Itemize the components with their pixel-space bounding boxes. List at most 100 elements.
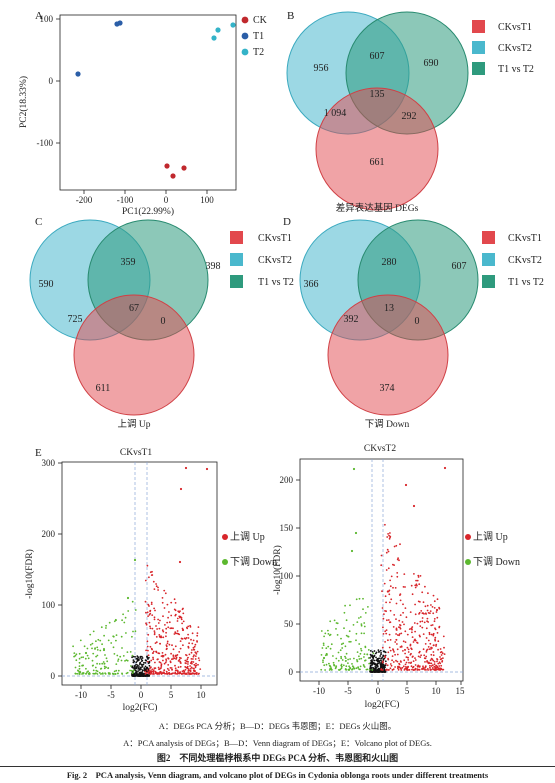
volcano-point: [393, 545, 396, 548]
volcano-point: [382, 633, 385, 635]
volcano-point: [194, 655, 197, 657]
volcano-point: [134, 665, 137, 667]
volcano-point: [360, 647, 362, 650]
venn-b-legend-1: CKvsT2: [498, 43, 532, 54]
volcano-point: [396, 653, 399, 656]
venn-d: 366 280 607 13 392 0 374 下调 Down CKvsT1 …: [299, 219, 544, 430]
volcano-point: [391, 655, 394, 657]
volcano-point: [430, 665, 433, 667]
volcano-point: [375, 651, 378, 654]
volcano-point: [384, 630, 387, 633]
volcano-point: [82, 656, 84, 659]
volcano-point: [129, 669, 132, 672]
volcano-point: [157, 658, 159, 661]
volcano-point: [178, 656, 181, 659]
volcano-point: [358, 597, 361, 600]
volcano-point: [405, 616, 408, 619]
volcano-point: [436, 598, 439, 601]
volcano-point: [381, 607, 384, 609]
volcano-point: [144, 579, 147, 582]
volcano-left-legend: 上调 Up 下调 Down: [222, 531, 277, 568]
volcano-point: [143, 674, 146, 677]
volcano-point: [139, 657, 142, 659]
volcano-point: [398, 663, 401, 666]
volcano-point: [167, 664, 170, 666]
volcano-point: [94, 672, 97, 675]
volcano-point: [158, 673, 161, 675]
volcano-point: [394, 666, 396, 668]
volcano-point: [178, 560, 182, 564]
volcano-point: [386, 548, 389, 551]
volcano-point: [147, 671, 150, 674]
pca-ytick-1: 0: [49, 76, 54, 86]
volcano-point: [422, 601, 425, 604]
volcano-point: [398, 559, 400, 562]
volcano-point: [414, 603, 416, 606]
volcano-point: [431, 664, 434, 667]
volcano-point: [131, 665, 134, 668]
volcano-point: [349, 666, 351, 669]
volcano-point: [172, 627, 174, 630]
volcano-point: [348, 668, 350, 671]
volcano-point: [405, 661, 408, 664]
volcano-right-ylabel: -log10(FDR): [272, 545, 283, 595]
volcano-point: [144, 670, 147, 673]
volcano-point: [345, 660, 347, 662]
volcano-point: [367, 606, 369, 608]
volcano-point: [184, 666, 187, 668]
venn-b-legend-2: T1 vs T2: [498, 64, 534, 75]
volcano-point: [131, 675, 134, 677]
venn-d-caption: 下调 Down: [365, 419, 410, 430]
volcano-point: [170, 673, 173, 675]
volcano-point: [415, 579, 417, 582]
volcano-point: [413, 622, 416, 624]
volcano-point: [418, 665, 421, 668]
volcano-point: [371, 664, 373, 666]
volcano-point: [148, 576, 150, 579]
volcano-point: [187, 645, 190, 648]
volcano-point: [429, 642, 432, 645]
volcano-point: [151, 574, 154, 576]
volcano-point: [102, 661, 105, 663]
pca-ytick-0: 100: [40, 14, 54, 24]
volcano-point: [184, 668, 187, 671]
volcano-point: [386, 590, 389, 593]
volcano-right-xticks: -10 -5 0 5 10 15: [313, 681, 465, 696]
volcano-point: [189, 667, 192, 670]
volcano-point: [82, 672, 84, 674]
volcano-point: [172, 672, 175, 674]
volcano-point: [169, 667, 172, 669]
volcano-point: [102, 648, 106, 652]
volcano-point: [384, 595, 387, 598]
volcano-point: [153, 616, 156, 619]
volcano-point: [411, 636, 414, 638]
volcano-point: [418, 669, 421, 671]
volcano-point: [386, 619, 388, 622]
volcano-right-legend: 上调 Up 下调 Down: [465, 531, 520, 568]
volcano-point: [394, 587, 397, 589]
volcano-point: [107, 672, 110, 674]
pca-y-label: PC2(18.33%): [18, 76, 29, 128]
volcano-point: [430, 668, 432, 671]
volcano-point: [353, 667, 356, 670]
volcano-point: [138, 665, 140, 667]
volcano-point: [160, 671, 162, 674]
volcano-point: [103, 634, 105, 637]
legend-swatch: [482, 253, 495, 266]
volcano-point: [324, 654, 327, 657]
volcano-point: [117, 658, 120, 661]
volcano-point: [377, 657, 380, 660]
volcano-point: [388, 633, 391, 636]
volcano-right-xtick-0: -10: [313, 686, 325, 696]
volcano-point: [175, 632, 177, 635]
volcano-point: [114, 618, 117, 621]
volcano-point: [144, 600, 147, 603]
volcano-point: [385, 662, 387, 665]
volcano-point: [385, 668, 388, 671]
volcano-point: [172, 654, 175, 657]
volcano-point: [176, 617, 179, 620]
volcano-point: [399, 593, 402, 595]
legend-marker: [241, 48, 249, 56]
volcano-point: [98, 663, 101, 665]
volcano-point: [182, 669, 185, 672]
